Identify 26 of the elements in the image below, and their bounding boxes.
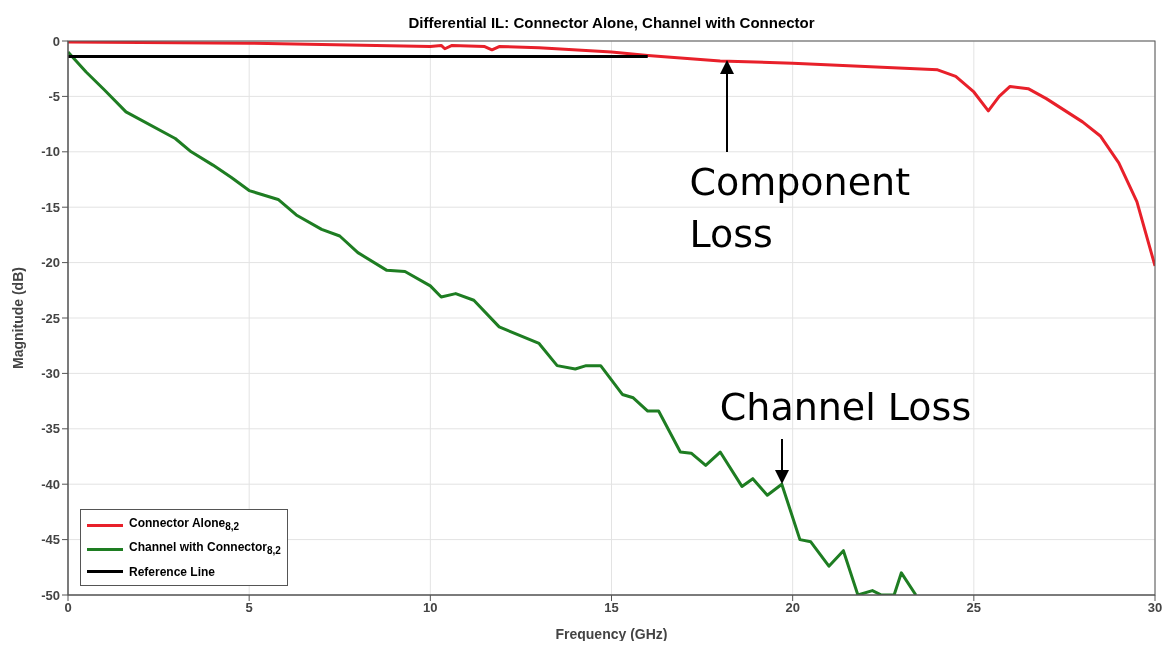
x-tick-label: 5 xyxy=(245,600,253,616)
chart-title: Differential IL: Connector Alone, Channel with Connector xyxy=(407,14,816,31)
legend-label: Reference Line xyxy=(129,563,216,581)
y-tick-label: -25 xyxy=(41,310,60,326)
y-tick-label: 0 xyxy=(52,33,60,49)
y-tick-label: -30 xyxy=(41,366,60,382)
y-tick-label: -40 xyxy=(41,476,60,492)
y-tick-label: -10 xyxy=(41,144,60,160)
y-tick-label: -15 xyxy=(41,199,60,215)
y-tick-label: -50 xyxy=(41,587,60,603)
legend-label: Connector Alone$_{8,2}$ xyxy=(129,515,240,535)
x-tick-label: 10 xyxy=(423,600,438,616)
legend-label: Channel with Connector$_{8,2}$ xyxy=(129,539,281,559)
x-tick-label: 15 xyxy=(604,600,619,616)
annotation: Component Loss xyxy=(689,158,911,258)
y-tick-label: -20 xyxy=(41,255,60,271)
y-tick-label: -5 xyxy=(48,89,60,105)
x-tick-label: 20 xyxy=(785,600,800,616)
annotation: Channel Loss xyxy=(719,384,972,432)
y-tick-label: -35 xyxy=(41,421,60,437)
y-axis-title: Magnitude (dB) xyxy=(9,267,26,369)
x-tick-label: 0 xyxy=(64,600,72,616)
x-axis-title: Frequency (GHz) xyxy=(555,626,668,642)
y-tick-label: -45 xyxy=(41,532,60,548)
x-tick-label: 30 xyxy=(1147,600,1163,616)
x-tick-label: 25 xyxy=(966,600,982,616)
